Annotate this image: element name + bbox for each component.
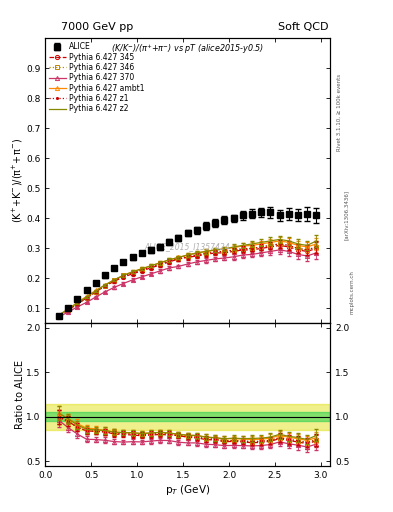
- Text: ALICE_2015_I1357424: ALICE_2015_I1357424: [145, 242, 230, 251]
- Text: 7000 GeV pp: 7000 GeV pp: [61, 22, 133, 32]
- Text: mcplots.cern.ch: mcplots.cern.ch: [350, 270, 355, 314]
- Legend: ALICE, Pythia 6.427 345, Pythia 6.427 346, Pythia 6.427 370, Pythia 6.427 ambt1,: ALICE, Pythia 6.427 345, Pythia 6.427 34…: [48, 40, 146, 115]
- Text: Rivet 3.1.10, ≥ 100k events: Rivet 3.1.10, ≥ 100k events: [337, 74, 342, 151]
- X-axis label: p$_{T}$ (GeV): p$_{T}$ (GeV): [165, 482, 210, 497]
- Y-axis label: (K$^{+}$+K$^{-}$)/(π$^{+}$+π$^{-}$): (K$^{+}$+K$^{-}$)/(π$^{+}$+π$^{-}$): [11, 138, 25, 223]
- Text: (K/K$^{-}$)/(π$^{+}$+π$^{-}$) vs pT (alice2015-y0.5): (K/K$^{-}$)/(π$^{+}$+π$^{-}$) vs pT (ali…: [111, 42, 264, 56]
- Text: Soft QCD: Soft QCD: [278, 22, 328, 32]
- Text: [arXiv:1306.3436]: [arXiv:1306.3436]: [344, 190, 349, 240]
- Y-axis label: Ratio to ALICE: Ratio to ALICE: [15, 360, 25, 429]
